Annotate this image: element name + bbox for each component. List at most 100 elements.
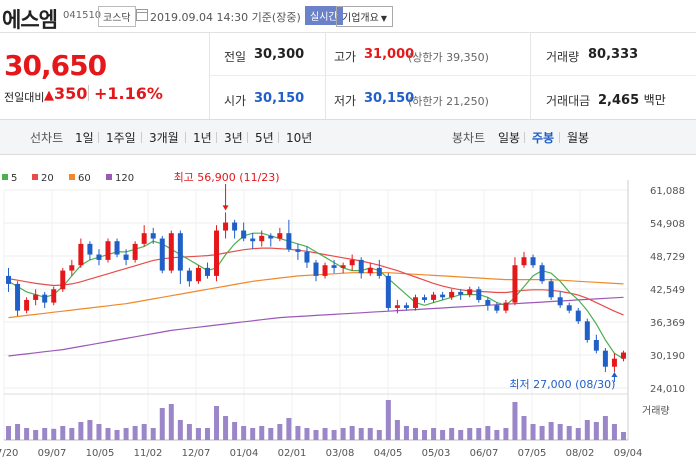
volume-bar: [584, 420, 590, 440]
legend-swatch: [106, 174, 112, 180]
open-label: 시가: [224, 94, 247, 108]
high-value: 31,000: [364, 47, 415, 62]
volume-bar: [412, 428, 418, 440]
x-tick-label: 09/07: [38, 448, 67, 459]
volume-bar: [449, 428, 455, 440]
prev-close-value: 30,300: [254, 47, 305, 62]
timestamp: 2019.09.04 14:30 기준(장중): [150, 11, 301, 24]
candle-body: [494, 305, 500, 311]
volume-bar: [177, 420, 183, 440]
candle-body: [403, 305, 409, 308]
upper-limit: (상한가 39,350): [408, 51, 489, 64]
candle-body: [349, 259, 355, 266]
divider: [141, 132, 142, 143]
volume-bar: [358, 428, 364, 440]
tab-1w[interactable]: 1주일: [106, 131, 136, 145]
volume-bar: [286, 418, 292, 440]
divider: [209, 33, 210, 119]
volume-bar: [241, 426, 247, 440]
candle-body: [503, 302, 509, 311]
x-tick-label: 10/05: [86, 448, 115, 459]
candle-body: [602, 350, 608, 367]
y-tick-label: 61,088: [650, 186, 685, 197]
candle-body: [286, 233, 292, 250]
candle-body: [259, 235, 265, 242]
volume-bar: [512, 402, 518, 440]
volume-bar: [394, 420, 400, 440]
volume-bar: [340, 428, 346, 440]
tab-1d[interactable]: 1일: [75, 131, 94, 145]
volume-bar: [204, 428, 210, 440]
candle-body: [51, 289, 57, 303]
candle-body: [232, 222, 238, 231]
divider: [524, 132, 525, 143]
volume-bar: [69, 428, 75, 440]
candle-body: [15, 283, 21, 311]
candle-body: [204, 267, 210, 276]
candle-body: [241, 230, 247, 239]
candle-body: [132, 243, 138, 260]
candle-body: [150, 233, 156, 239]
candle-body: [394, 305, 400, 308]
tab-daily[interactable]: 일봉: [498, 131, 521, 145]
calendar-icon: [136, 9, 148, 21]
legend-label: 5: [11, 173, 17, 184]
company-overview-button[interactable]: 기업개요 ▼: [336, 6, 393, 27]
candle-body: [458, 291, 464, 295]
y-tick-label: 48,729: [650, 252, 685, 263]
high-label: 고가: [334, 50, 357, 64]
candle-body: [449, 291, 455, 298]
x-tick-label: 01/04: [230, 448, 259, 459]
x-tick-label: 12/07: [182, 448, 211, 459]
x-tick-label: 02/01: [278, 448, 307, 459]
tab-3y[interactable]: 3년: [224, 131, 243, 145]
tab-3m[interactable]: 3개월: [149, 131, 179, 145]
change-percent: +1.16%: [94, 84, 163, 103]
volume-bar: [24, 428, 30, 440]
tab-1y[interactable]: 1년: [193, 131, 212, 145]
volume-bar: [96, 424, 102, 440]
legend-label: 20: [41, 173, 54, 184]
volume-bar: [322, 428, 328, 440]
x-tick-label: 08/02: [566, 448, 595, 459]
realtime-button[interactable]: 실시간: [305, 6, 343, 25]
x-tick-label: 05/03: [422, 448, 451, 459]
volume-bar: [250, 428, 256, 440]
change-label: 전일대비: [4, 91, 45, 104]
legend-swatch: [69, 174, 75, 180]
low-label: 저가: [334, 94, 357, 108]
tab-5y[interactable]: 5년: [255, 131, 274, 145]
trading-value-label: 거래대금: [546, 94, 591, 108]
x-tick-label: 07/05: [518, 448, 547, 459]
volume-bar: [403, 426, 409, 440]
quote-panel: 30,650 전일대비 ▲350 +1.16% 전일 30,300 고가 31,…: [0, 33, 696, 120]
volume-bar: [331, 430, 337, 440]
ma-line-ma5: [8, 232, 624, 360]
line-chart-label: 선차트: [30, 131, 64, 145]
volume-bar: [539, 426, 545, 440]
change-amount: ▲350: [44, 84, 87, 103]
volume-bar: [33, 430, 39, 440]
volume-bar: [42, 428, 48, 440]
tab-monthly[interactable]: 월봉: [567, 131, 590, 145]
candle-body: [422, 297, 428, 300]
x-tick-label: 07/20: [0, 448, 18, 459]
volume-bar: [494, 430, 500, 440]
volume-label: 거래량: [546, 50, 580, 64]
divider: [185, 132, 186, 143]
price-chart[interactable]: 5 20 60 120 61,088 54,908 48,729 42,549 36,369 30…: [0, 168, 696, 473]
volume-bar: [440, 430, 446, 440]
tab-10y[interactable]: 10년: [286, 131, 313, 145]
volume-bar: [132, 426, 138, 440]
volume-bar: [78, 422, 84, 440]
volume-bar: [349, 426, 355, 440]
tab-weekly[interactable]: 주봉: [532, 131, 555, 145]
candle-body: [620, 352, 626, 359]
chevron-down-icon: ▼: [380, 14, 387, 23]
annotation-low: 최저 27,000 (08/30): [509, 378, 615, 391]
candle-body: [322, 265, 328, 276]
candle-body: [611, 358, 617, 367]
candle-body: [412, 297, 418, 308]
volume-bar: [476, 428, 482, 440]
volume-bar: [485, 426, 491, 440]
